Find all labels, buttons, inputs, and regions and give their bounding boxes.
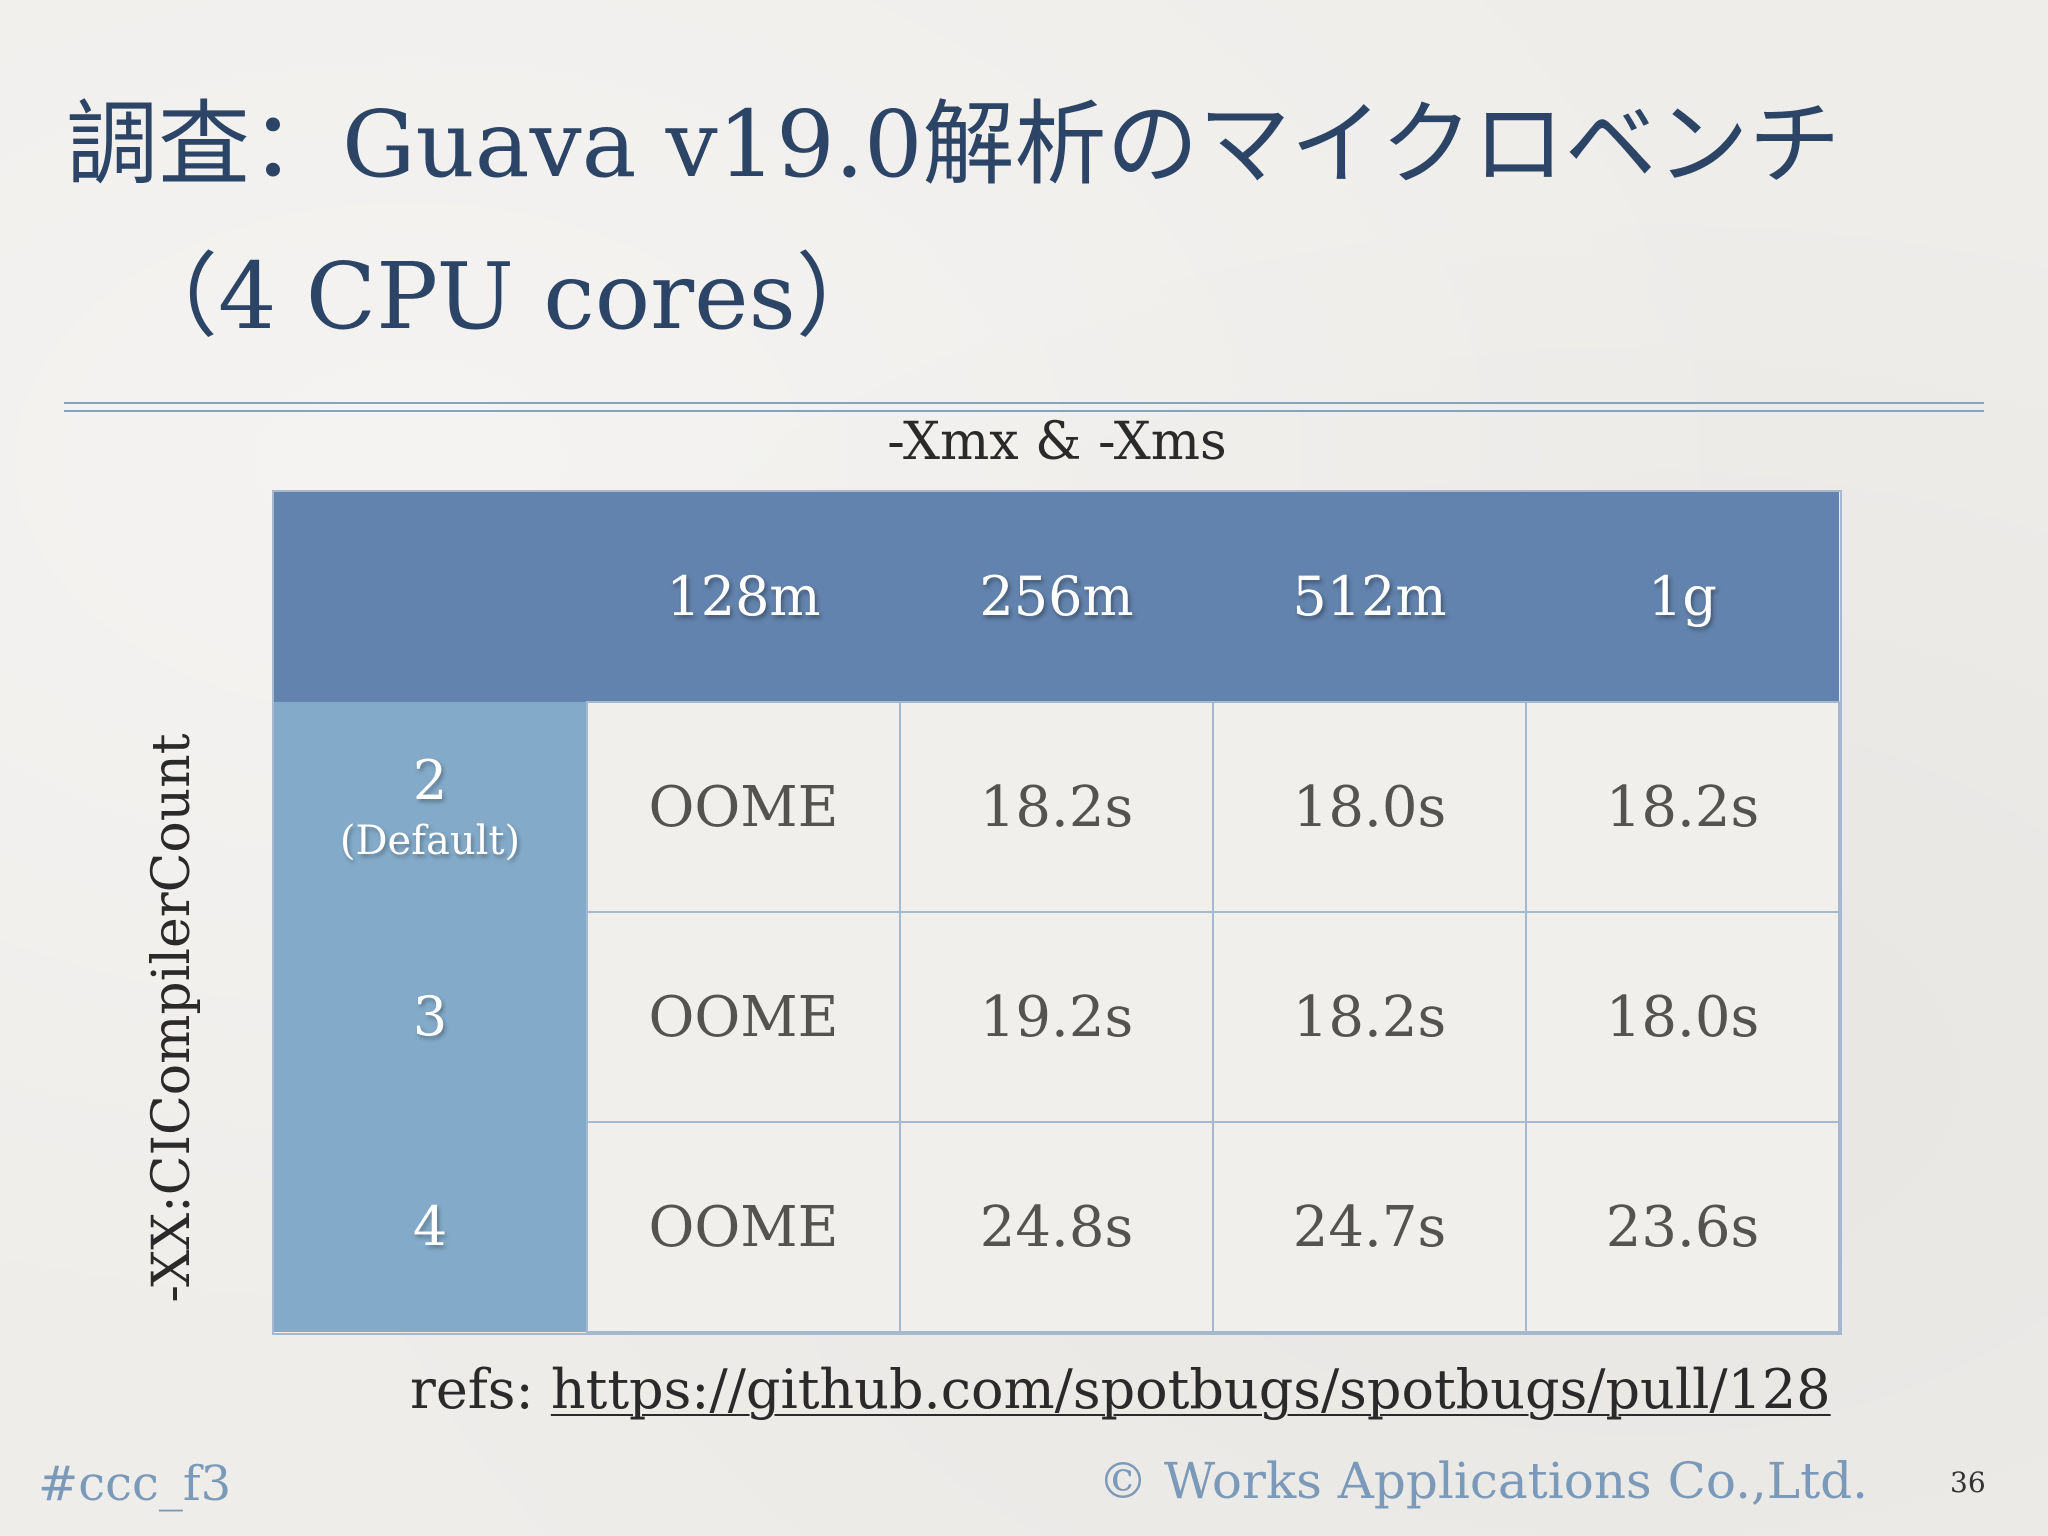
table-cell: 18.2s xyxy=(899,701,1214,913)
refs-label: refs: xyxy=(410,1358,534,1421)
table-row: 3 OOME 19.2s 18.2s 18.0s xyxy=(274,911,1840,1123)
table-cell: 23.6s xyxy=(1525,1121,1840,1333)
title-line-2: （4 CPU cores） xyxy=(126,243,888,350)
table-cell: 18.0s xyxy=(1212,701,1527,913)
column-header-512m: 512m xyxy=(1213,492,1526,702)
refs-link[interactable]: https://github.com/spotbugs/spotbugs/pul… xyxy=(550,1358,1831,1421)
table-cell: 24.7s xyxy=(1212,1121,1527,1333)
page-number: 36 xyxy=(1950,1466,1986,1499)
table-cell: 18.2s xyxy=(1525,701,1840,913)
table-cell: 18.2s xyxy=(1212,911,1527,1123)
row-header-3: 3 xyxy=(274,912,587,1122)
table-cell: 24.8s xyxy=(899,1121,1214,1333)
table-corner-cell xyxy=(274,492,587,702)
title-divider-top xyxy=(64,402,1984,404)
copyright-notice: © Works Applications Co.,Ltd. xyxy=(1098,1452,1869,1510)
column-header-1g: 1g xyxy=(1526,492,1839,702)
title-line-1: 調査：Guava v19.0解析のマイクロベンチ xyxy=(66,91,1841,198)
row-axis-label: -XX:CICompilerCount xyxy=(142,733,202,1303)
table-cell: OOME xyxy=(586,911,901,1123)
table-cell: 18.0s xyxy=(1525,911,1840,1123)
event-hashtag: #ccc_f3 xyxy=(38,1456,232,1512)
slide-title: 調査：Guava v19.0解析のマイクロベンチ （4 CPU cores） xyxy=(66,80,1986,362)
row-header-label: 3 xyxy=(412,984,448,1048)
table-cell: OOME xyxy=(586,1121,901,1333)
references: refs: https://github.com/spotbugs/spotbu… xyxy=(410,1358,1831,1421)
row-header-4: 4 xyxy=(274,1122,587,1332)
row-header-2: 2 (Default) xyxy=(274,702,587,912)
table-header-row: 128m 256m 512m 1g xyxy=(274,492,1839,702)
row-header-label: 4 xyxy=(412,1194,448,1258)
column-header-256m: 256m xyxy=(900,492,1213,702)
table-cell: 19.2s xyxy=(899,911,1214,1123)
column-header-128m: 128m xyxy=(587,492,900,702)
table-row: 4 OOME 24.8s 24.7s 23.6s xyxy=(274,1121,1840,1333)
table-cell: OOME xyxy=(586,701,901,913)
benchmark-table: 128m 256m 512m 1g 2 (Default) OOME 18.2s… xyxy=(272,490,1842,1335)
title-divider-bottom xyxy=(64,410,1984,412)
table-row: 2 (Default) OOME 18.2s 18.0s 18.2s xyxy=(274,701,1840,913)
row-header-sublabel: (Default) xyxy=(339,818,521,865)
column-axis-label: -Xmx & -Xms xyxy=(887,412,1227,472)
row-header-label: 2 xyxy=(412,748,448,812)
